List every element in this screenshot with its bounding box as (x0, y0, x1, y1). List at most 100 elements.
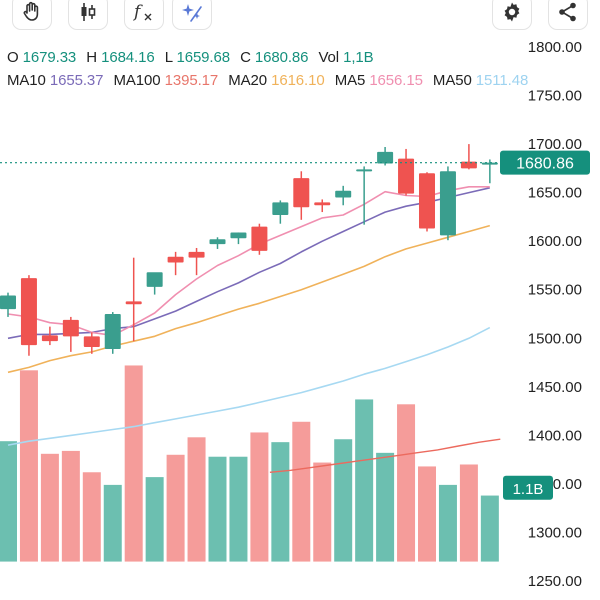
volume-bar (103, 484, 122, 562)
candle-body (83, 336, 100, 348)
ma50-line (7, 326, 491, 446)
candle (209, 237, 226, 249)
candle-body (104, 314, 121, 349)
candle (335, 185, 352, 206)
ma100-label: MA100 (113, 72, 161, 89)
ma20-line (7, 224, 491, 374)
volume-bar (271, 442, 290, 562)
open-label: O (7, 49, 19, 66)
ma100-value: 1395.17 (164, 72, 219, 89)
volume-bar (397, 404, 416, 562)
close-label: C (240, 49, 251, 66)
volume-bar (124, 365, 143, 562)
share-button[interactable] (548, 0, 588, 30)
candle-body (356, 169, 373, 172)
volume-bar (250, 432, 269, 562)
candle (104, 312, 121, 354)
close-value: 1680.86 (254, 49, 309, 66)
ma50-label: MA50 (432, 72, 472, 89)
volume-bar (480, 495, 499, 562)
share-icon (559, 2, 576, 22)
price-tick-label: 1800.00 (528, 39, 582, 56)
volume-bar (313, 462, 332, 562)
volume-bar (40, 453, 59, 562)
ma20-label: MA20 (228, 72, 267, 89)
drawing-tools-button[interactable] (172, 0, 212, 30)
high-value: 1684.16 (101, 49, 155, 66)
gear-icon (504, 2, 520, 22)
volume-value: 1,1B (343, 49, 374, 66)
sparkle-icon (182, 4, 202, 22)
settings-button[interactable] (492, 0, 532, 30)
last-price-layer: 1680.86 1.1B (0, 150, 590, 500)
last-volume-tag (503, 475, 553, 500)
candle (439, 166, 456, 241)
volume-bar (459, 464, 478, 562)
volume-bar (145, 477, 164, 562)
price-tick-label: 1450.00 (528, 379, 582, 396)
candle (314, 199, 331, 213)
candlestick-button[interactable] (68, 0, 108, 30)
candle (62, 316, 79, 352)
chart-toolbar: f (0, 0, 600, 34)
candle (146, 272, 163, 295)
ohlc-readout: O 1679.33 H 1684.16 L 1659.68 C 1680.86 … (7, 49, 380, 66)
candle (293, 171, 310, 220)
ma10-line (7, 187, 490, 340)
candle (398, 148, 415, 196)
volume-bar (208, 456, 227, 562)
price-tick-label: 1650.00 (528, 185, 582, 202)
indicators-button[interactable]: f (124, 0, 164, 30)
ma10-value: 1655.37 (49, 72, 104, 89)
candle-body (377, 151, 394, 164)
volume-bar (19, 370, 38, 562)
candle (272, 200, 289, 224)
volume-bar (61, 450, 80, 562)
candle-body (335, 190, 352, 198)
ma10-label: MA10 (7, 72, 46, 89)
candle-body (419, 173, 435, 229)
hand-tool-button[interactable] (12, 0, 52, 30)
volume-bar (355, 399, 374, 562)
candle (83, 332, 100, 354)
candle-body (167, 256, 184, 263)
candlestick-icon (81, 3, 96, 21)
candle-body (125, 301, 142, 305)
candle (125, 257, 142, 342)
open-value: 1679.33 (22, 49, 77, 66)
last-price-tag (500, 150, 590, 175)
high-label: H (86, 49, 97, 66)
candle (251, 223, 268, 255)
ma20-value: 1616.10 (271, 72, 325, 89)
candle-body (41, 335, 58, 342)
candle-body (251, 226, 268, 251)
volume-bar (376, 452, 395, 562)
volume-bar (292, 421, 311, 562)
price-tick-label: 1300.00 (528, 524, 582, 541)
candle (188, 247, 205, 276)
price-tick-label: 1550.00 (528, 282, 582, 299)
hand-icon (23, 1, 39, 21)
candle-body (272, 202, 289, 215)
candle (167, 251, 184, 276)
volume-ma-line (269, 438, 501, 473)
candle (419, 172, 435, 232)
low-value: 1659.68 (176, 49, 230, 66)
price-tick-label: 1700.00 (528, 136, 582, 153)
last-volume-label: 1.1B (513, 481, 544, 498)
ma5-label: MA5 (334, 72, 366, 89)
candle-body (398, 158, 415, 194)
candle-body (314, 202, 331, 206)
volume-bar (187, 437, 206, 562)
fx-label: f (132, 2, 143, 22)
price-tick-label: 1500.00 (528, 330, 582, 347)
volume-bar (166, 454, 185, 562)
volume-bar (438, 484, 457, 562)
fx-icon: f (132, 2, 152, 22)
ma50-value: 1511.48 (475, 72, 529, 89)
ma5-line (7, 186, 490, 337)
price-tick-label: 1250.00 (528, 573, 582, 590)
candle-body (293, 178, 310, 208)
candle-body (0, 295, 16, 310)
